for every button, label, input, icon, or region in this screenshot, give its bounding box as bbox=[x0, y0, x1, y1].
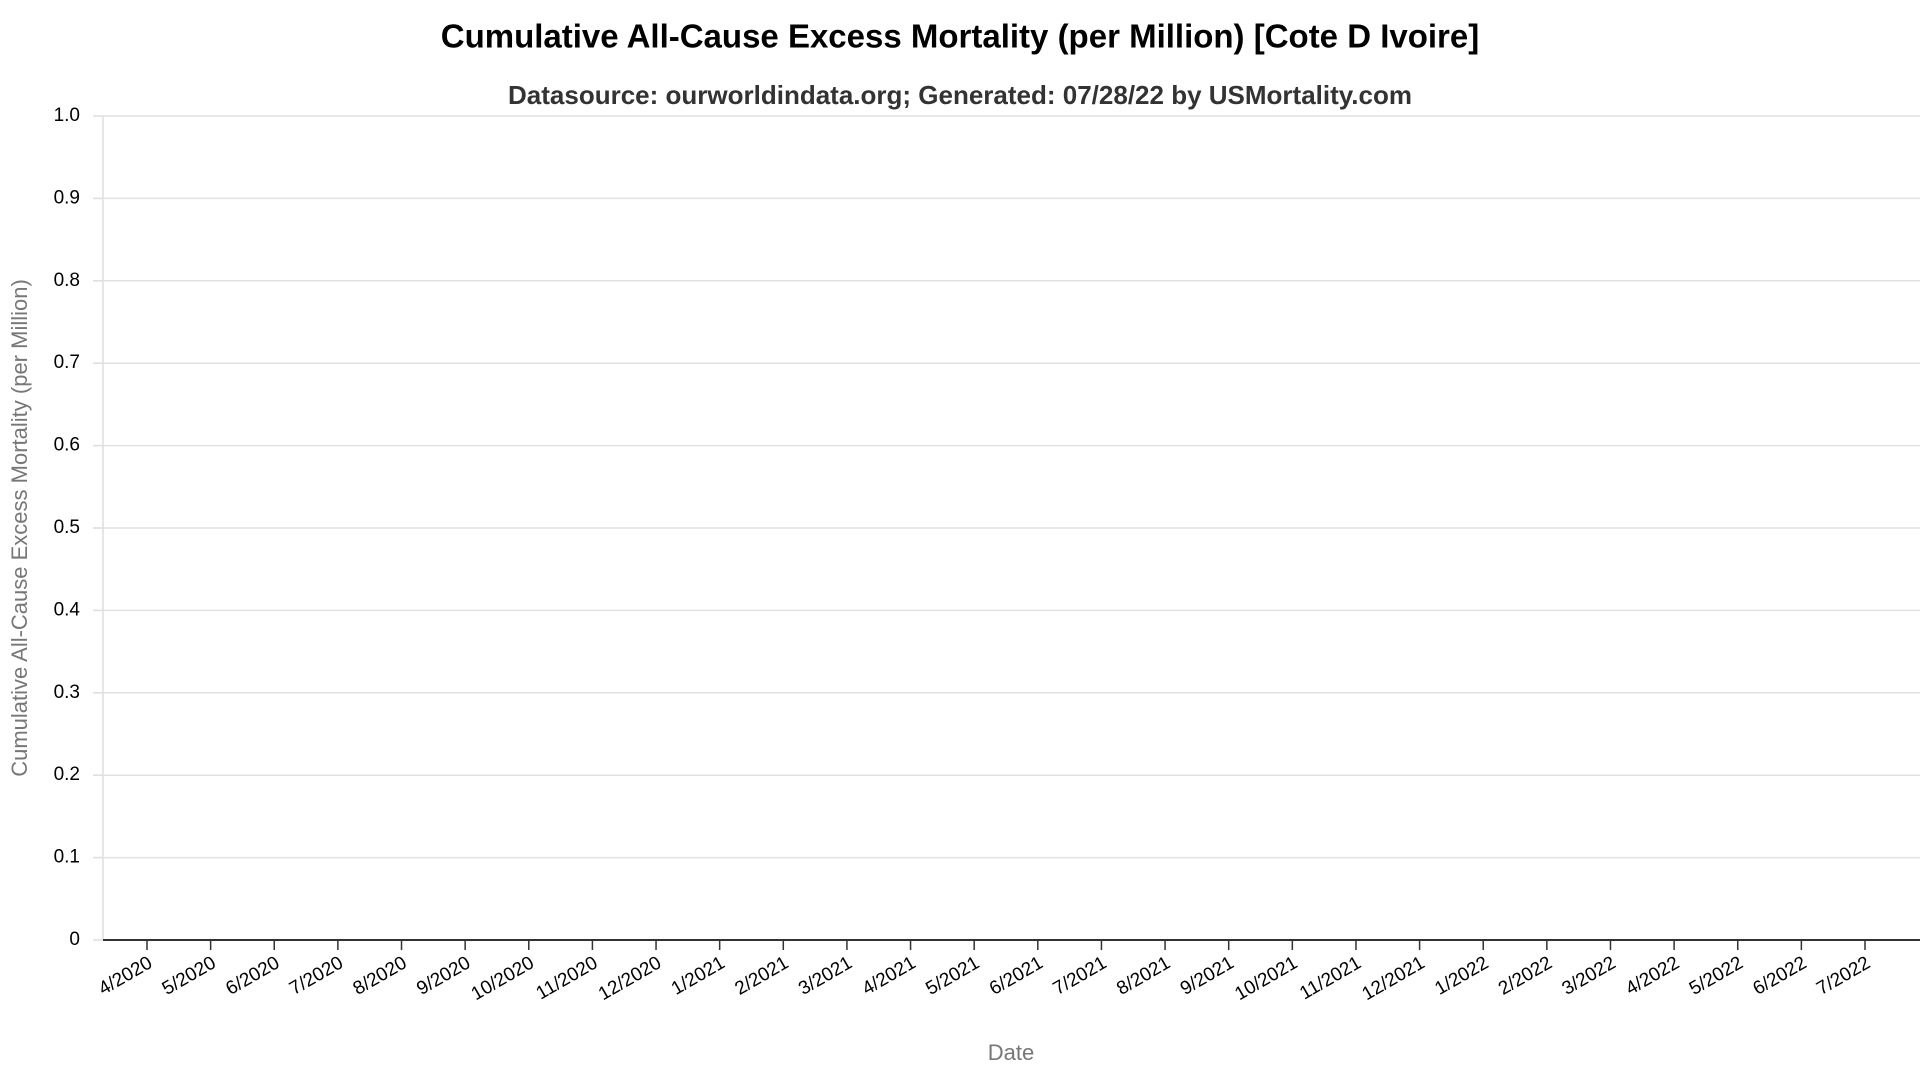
y-tick-label: 0.7 bbox=[54, 352, 80, 373]
x-tick-label: 5/2022 bbox=[1686, 952, 1747, 999]
x-tick-label: 10/2020 bbox=[468, 952, 538, 1005]
x-tick-label: 8/2020 bbox=[350, 952, 411, 999]
x-tick-label: 6/2020 bbox=[222, 952, 283, 999]
y-tick-label: 0.9 bbox=[54, 187, 80, 208]
x-tick-label: 6/2022 bbox=[1750, 952, 1811, 999]
x-tick-label: 4/2022 bbox=[1622, 952, 1683, 999]
x-tick-label: 4/2021 bbox=[859, 952, 920, 999]
x-tick-label: 1/2022 bbox=[1431, 952, 1492, 999]
x-tick-label: 2/2021 bbox=[731, 952, 792, 999]
y-tick-label: 0.3 bbox=[54, 682, 80, 703]
y-axis-label: Cumulative All-Cause Excess Mortality (p… bbox=[7, 279, 32, 777]
y-tick-label: 0 bbox=[69, 929, 80, 950]
x-tick-label: 7/2021 bbox=[1050, 952, 1111, 999]
x-tick-label: 6/2021 bbox=[986, 952, 1047, 999]
y-tick-label: 0.6 bbox=[54, 435, 80, 456]
y-tick-label: 0.2 bbox=[54, 764, 80, 785]
chart-title: Cumulative All-Cause Excess Mortality (p… bbox=[441, 18, 1480, 55]
x-tick-label: 4/2020 bbox=[95, 952, 156, 999]
x-tick-label: 8/2021 bbox=[1113, 952, 1174, 999]
x-tick-label: 12/2021 bbox=[1359, 952, 1429, 1005]
y-tick-label: 0.5 bbox=[54, 517, 80, 538]
x-tick-label: 3/2022 bbox=[1559, 952, 1620, 999]
x-tick-label: 10/2021 bbox=[1231, 952, 1301, 1005]
x-tick-label: 11/2020 bbox=[533, 952, 602, 1004]
y-tick-label: 0.8 bbox=[54, 270, 80, 291]
y-tick-label: 0.4 bbox=[54, 599, 81, 620]
x-tick-label: 2/2022 bbox=[1495, 952, 1556, 999]
x-tick-label: 9/2020 bbox=[413, 952, 474, 999]
x-tick-label: 3/2021 bbox=[795, 952, 856, 999]
y-tick-label: 1.0 bbox=[54, 105, 80, 126]
x-tick-label: 5/2020 bbox=[159, 952, 220, 999]
chart-subtitle: Datasource: ourworldindata.org; Generate… bbox=[508, 80, 1412, 110]
x-axis-label: Date bbox=[988, 1040, 1034, 1065]
y-tick-label: 0.1 bbox=[54, 847, 80, 868]
x-tick-label: 11/2021 bbox=[1296, 952, 1365, 1004]
x-tick-label: 9/2021 bbox=[1177, 952, 1238, 999]
x-tick-label: 7/2022 bbox=[1813, 952, 1874, 999]
x-tick-label: 12/2020 bbox=[595, 952, 665, 1005]
x-tick-label: 5/2021 bbox=[922, 952, 983, 999]
x-tick-label: 7/2020 bbox=[286, 952, 347, 999]
x-tick-label: 1/2021 bbox=[668, 952, 729, 999]
